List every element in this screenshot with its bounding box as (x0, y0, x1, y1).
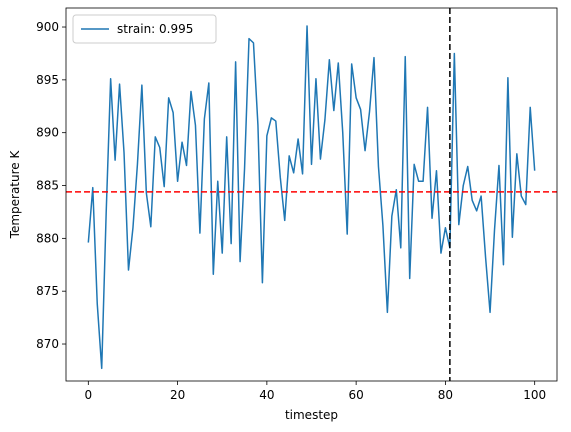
x-tick-label: 20 (170, 388, 185, 402)
y-tick-label: 885 (36, 179, 59, 193)
y-tick-label: 900 (36, 20, 59, 34)
y-tick-label: 890 (36, 126, 59, 140)
y-axis-label: Temperature K (8, 150, 22, 240)
x-tick-label: 60 (348, 388, 363, 402)
y-tick-label: 895 (36, 73, 59, 87)
x-axis-label: timestep (285, 408, 338, 422)
series-line-0 (87, 25, 536, 370)
y-tick-label: 870 (36, 337, 59, 351)
legend-label: strain: 0.995 (117, 22, 193, 36)
x-tick-label: 0 (84, 388, 92, 402)
x-tick-label: 40 (259, 388, 274, 402)
x-tick-label: 100 (523, 388, 546, 402)
x-tick-label: 80 (438, 388, 453, 402)
y-tick-label: 880 (36, 231, 59, 245)
legend-box (72, 14, 217, 44)
y-tick-label: 875 (36, 284, 59, 298)
plot-frame (65, 7, 558, 382)
